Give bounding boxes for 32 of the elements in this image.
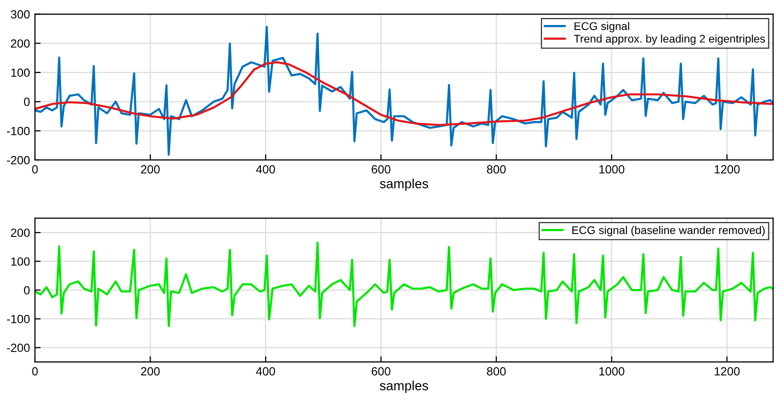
x-axis-title: samples	[380, 380, 428, 393]
x-tick-label: 400	[256, 367, 276, 376]
x-tick-label: 1000	[599, 367, 624, 376]
x-tick-label: 400	[256, 165, 276, 174]
y-tick-label: 100	[11, 68, 30, 77]
y-tick-label: -200	[7, 344, 30, 352]
x-axis-title: samples	[380, 178, 428, 191]
x-tick-label: 200	[141, 165, 160, 174]
legend-label: Trend approx. by leading 2 eigentriples	[574, 34, 765, 45]
legend-label: ECG signal	[574, 22, 630, 32]
y-tick-label: 200	[11, 39, 30, 48]
y-tick-label: -200	[7, 156, 30, 164]
line-series	[34, 61, 774, 126]
y-tick-label: 0	[24, 98, 30, 106]
y-tick-label: -100	[7, 126, 30, 136]
x-tick-label: 1200	[714, 367, 740, 376]
y-tick-label: -100	[7, 314, 30, 324]
x-tick-label: 600	[372, 367, 390, 376]
x-tick-label: 800	[486, 367, 506, 376]
line-series	[34, 242, 774, 328]
y-tick-label: 100	[11, 257, 30, 266]
legend-label: ECG signal (baseline wander removed)	[572, 226, 765, 236]
x-tick-label: 1000	[599, 165, 624, 174]
y-tick-label: 0	[24, 286, 30, 294]
x-tick-label: 800	[486, 165, 506, 174]
x-tick-label: 0	[32, 367, 38, 376]
y-tick-label: 300	[10, 10, 30, 19]
x-tick-label: 1200	[714, 165, 740, 174]
x-tick-label: 200	[141, 367, 160, 376]
y-tick-label: 200	[11, 228, 30, 237]
x-tick-label: 600	[372, 165, 390, 174]
x-tick-label: 0	[32, 165, 38, 174]
